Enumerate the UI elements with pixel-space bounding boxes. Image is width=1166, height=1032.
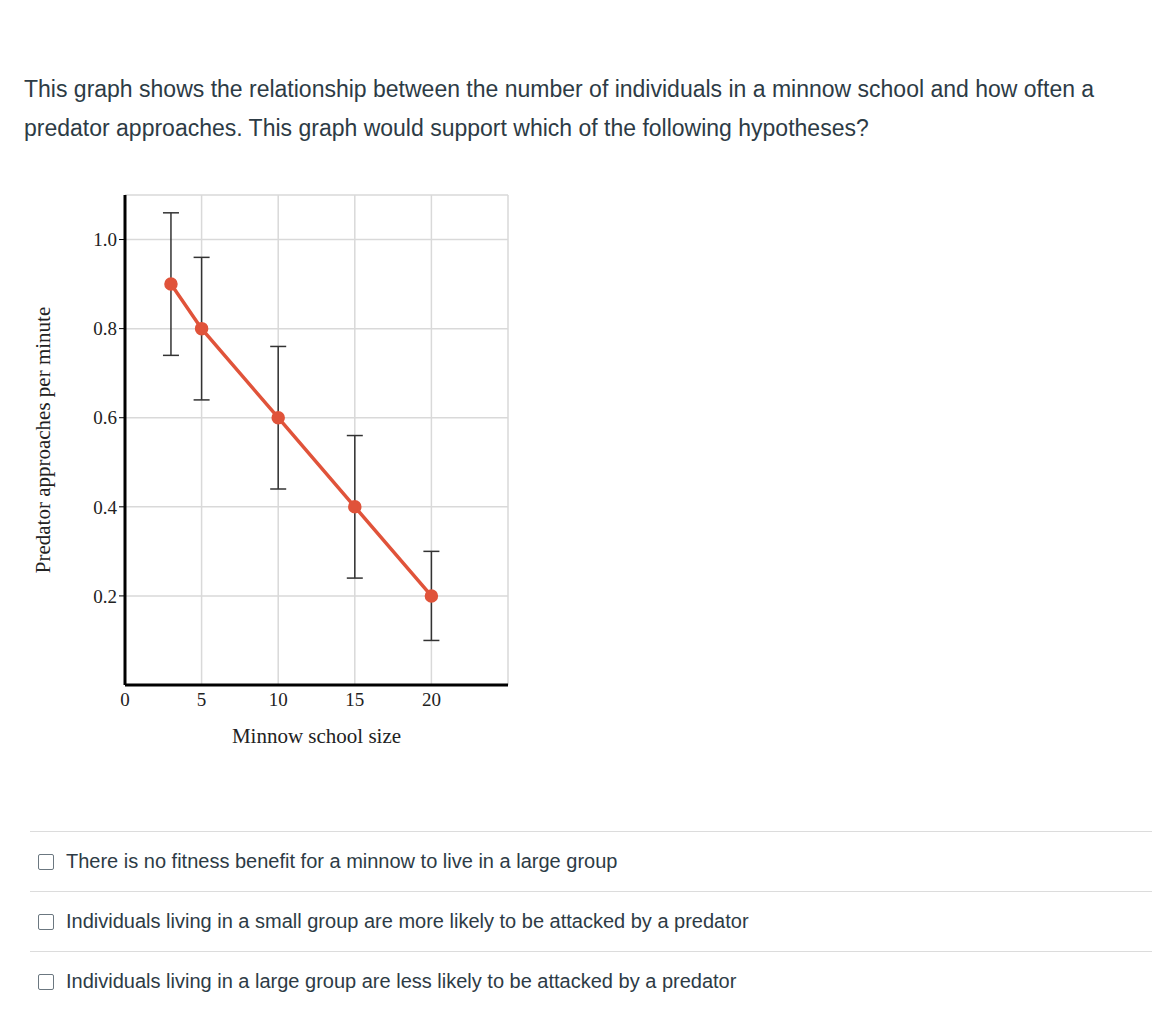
html-text:Individuals living in a small: Individuals living in a small group are … [66,910,749,932]
svg-text:20: 20 [422,689,441,710]
svg-text:0.6: 0.6 [93,407,117,428]
svg-text:Predator approaches per minute: Predator approaches per minute [31,307,55,573]
svg-text:Minnow school size: Minnow school size [232,724,401,748]
svg-text:5: 5 [197,689,207,710]
svg-text:1.0: 1.0 [93,229,117,250]
svg-text:0.4: 0.4 [93,497,117,518]
svg-text:0: 0 [120,689,130,710]
html-text:Individuals living in a large: Individuals living in a large group are … [66,970,737,992]
svg-text:10: 10 [269,689,288,710]
html-text:This graph shows the relations: This graph shows the relationship betwee… [24,76,1095,141]
html-text:There is no fitness benefit fo: There is no fitness benefit for a minnow… [66,850,618,872]
svg-text:0.2: 0.2 [93,586,117,607]
svg-text:15: 15 [345,689,364,710]
svg-text:0.8: 0.8 [93,318,117,339]
